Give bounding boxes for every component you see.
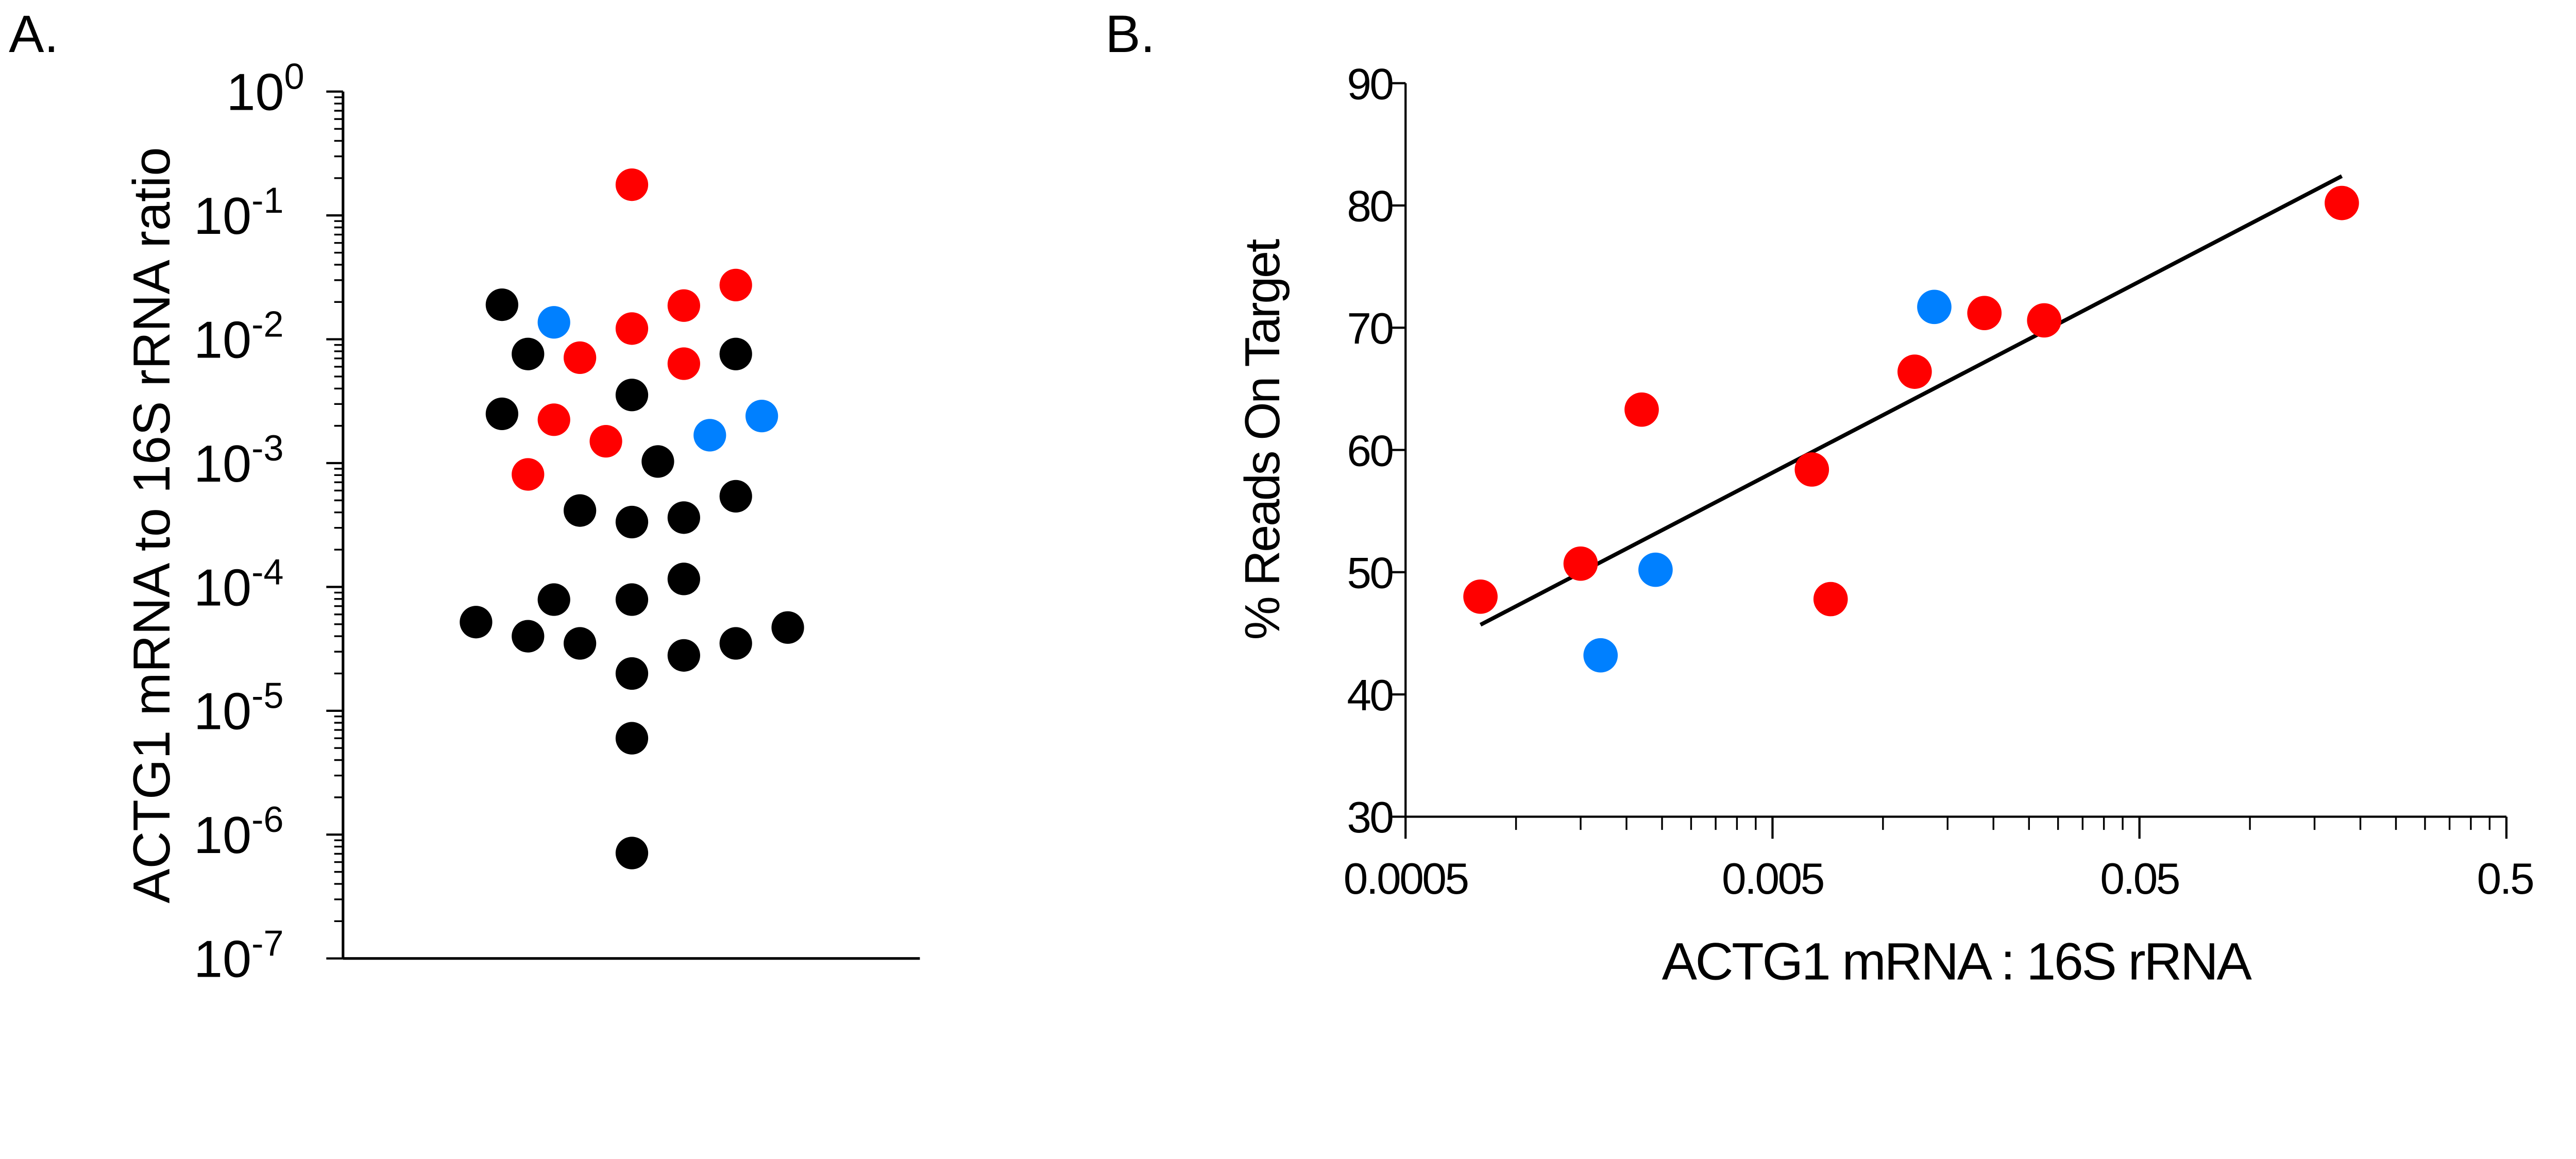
y-tick-base: 10 bbox=[194, 931, 251, 988]
panel-a-point-black bbox=[485, 397, 518, 430]
panel-b-point-red bbox=[1624, 392, 1659, 427]
panel-a-point-red bbox=[564, 341, 597, 374]
y-tick-exponent: -2 bbox=[251, 304, 283, 344]
panel-a-point-red bbox=[667, 289, 700, 322]
panel-a-point-blue bbox=[693, 419, 726, 452]
panel-b-point-blue bbox=[1917, 289, 1952, 325]
y-tick-label: 70 bbox=[1347, 304, 1393, 353]
y-tick-base: 10 bbox=[194, 188, 251, 245]
panel-a-point-black bbox=[564, 494, 597, 527]
panel-b-point-blue bbox=[1638, 552, 1673, 587]
panel-b-point-red bbox=[1897, 354, 1932, 389]
panel-b: B. % Reads On Target ACTG1 mRNA : 16S rR… bbox=[1105, 4, 2535, 991]
y-tick-exponent: -6 bbox=[251, 799, 283, 840]
y-tick-label: 90 bbox=[1347, 60, 1393, 109]
panel-a-point-black bbox=[641, 445, 674, 478]
panel-b-x-axis-label: ACTG1 mRNA : 16S rRNA bbox=[1662, 932, 2252, 991]
y-tick-exponent: -5 bbox=[251, 676, 283, 716]
x-tick-label: 0.5 bbox=[2477, 855, 2533, 904]
panel-a-points bbox=[460, 168, 804, 870]
panel-b-point-blue bbox=[1583, 638, 1618, 673]
y-tick-exponent: -7 bbox=[251, 924, 283, 964]
panel-a-point-black bbox=[615, 505, 649, 539]
y-tick-base: 10 bbox=[194, 312, 251, 369]
regression-line bbox=[1479, 174, 2343, 627]
panel-b-label: B. bbox=[1105, 4, 1155, 63]
panel-a-point-black bbox=[537, 583, 570, 616]
y-tick-label: 60 bbox=[1347, 427, 1393, 475]
panel-b-axes: 30 40 50 60 70 80 90 0.0005 0.005 0.05 0.5 bbox=[1344, 60, 2535, 904]
panel-a-point-red bbox=[719, 268, 752, 301]
panel-b-point-red bbox=[1813, 582, 1848, 617]
y-tick-label: 10-6 bbox=[194, 799, 283, 864]
y-tick-base: 10 bbox=[194, 435, 251, 493]
panel-a: A. ACTG1 mRNA to 16S rRNA ratio 10010-11… bbox=[9, 4, 920, 988]
panel-b-point-red bbox=[1794, 452, 1829, 487]
panel-a-point-black bbox=[615, 583, 649, 616]
panel-b-y-axis-label: % Reads On Target bbox=[1235, 239, 1290, 640]
panel-b-point-red bbox=[1563, 546, 1598, 581]
panel-a-point-black bbox=[719, 337, 752, 370]
panel-b-point-red bbox=[2027, 303, 2062, 338]
panel-a-point-black bbox=[460, 606, 493, 639]
panel-a-point-black bbox=[667, 639, 700, 672]
x-tick-label: 0.005 bbox=[1722, 855, 1823, 904]
y-tick-label: 10-5 bbox=[194, 676, 283, 741]
panel-a-point-red bbox=[589, 425, 622, 458]
panel-a-label: A. bbox=[9, 4, 59, 63]
panel-a-point-black bbox=[485, 288, 518, 321]
panel-b-point-red bbox=[1463, 579, 1498, 614]
y-tick-label: 10-7 bbox=[194, 924, 283, 988]
panel-a-point-black bbox=[615, 657, 649, 690]
y-tick-label: 50 bbox=[1347, 549, 1393, 598]
panel-a-point-black bbox=[615, 722, 649, 755]
panel-a-point-black bbox=[719, 480, 752, 513]
y-tick-label: 40 bbox=[1347, 671, 1393, 720]
y-tick-label: 10-3 bbox=[194, 428, 283, 493]
figure: A. ACTG1 mRNA to 16S rRNA ratio 10010-11… bbox=[9, 4, 2535, 991]
y-tick-base: 10 bbox=[194, 559, 251, 617]
y-tick-label: 100 bbox=[226, 57, 304, 122]
y-tick-base: 10 bbox=[226, 64, 284, 122]
x-tick-label: 0.0005 bbox=[1344, 855, 1468, 904]
y-tick-label: 10-1 bbox=[194, 180, 283, 245]
panel-b-point-red bbox=[1967, 296, 2002, 331]
y-tick-label: 30 bbox=[1347, 793, 1393, 842]
panel-a-point-black bbox=[564, 627, 597, 660]
panel-a-point-black bbox=[719, 627, 752, 660]
y-tick-exponent: 0 bbox=[284, 57, 304, 97]
y-tick-exponent: -4 bbox=[251, 552, 283, 592]
panel-a-point-black bbox=[512, 337, 545, 370]
y-tick-label: 10-4 bbox=[194, 552, 283, 617]
panel-a-point-red bbox=[667, 347, 700, 380]
panel-a-point-blue bbox=[537, 306, 570, 339]
x-tick-label: 0.05 bbox=[2100, 855, 2179, 904]
panel-b-fit-line bbox=[1479, 174, 2343, 627]
y-tick-exponent: -3 bbox=[251, 428, 283, 468]
panel-a-point-black bbox=[615, 379, 649, 412]
panel-a-point-red bbox=[537, 403, 570, 436]
y-tick-exponent: -1 bbox=[251, 180, 283, 220]
panel-a-point-black bbox=[771, 611, 804, 644]
panel-b-points bbox=[1463, 185, 2359, 673]
panel-a-point-black bbox=[667, 501, 700, 534]
panel-a-point-red bbox=[512, 458, 545, 491]
y-tick-base: 10 bbox=[194, 683, 251, 741]
y-tick-label: 80 bbox=[1347, 182, 1393, 231]
panel-a-point-black bbox=[512, 620, 545, 653]
panel-a-point-blue bbox=[745, 399, 778, 433]
panel-a-point-black bbox=[615, 837, 649, 870]
panel-a-point-red bbox=[615, 312, 649, 345]
panel-a-point-black bbox=[667, 563, 700, 595]
panel-a-y-axis-label: ACTG1 mRNA to 16S rRNA ratio bbox=[123, 147, 181, 904]
panel-b-point-red bbox=[2325, 185, 2359, 220]
panel-a-point-red bbox=[615, 168, 649, 201]
y-tick-base: 10 bbox=[194, 807, 251, 864]
y-tick-label: 10-2 bbox=[194, 304, 283, 369]
